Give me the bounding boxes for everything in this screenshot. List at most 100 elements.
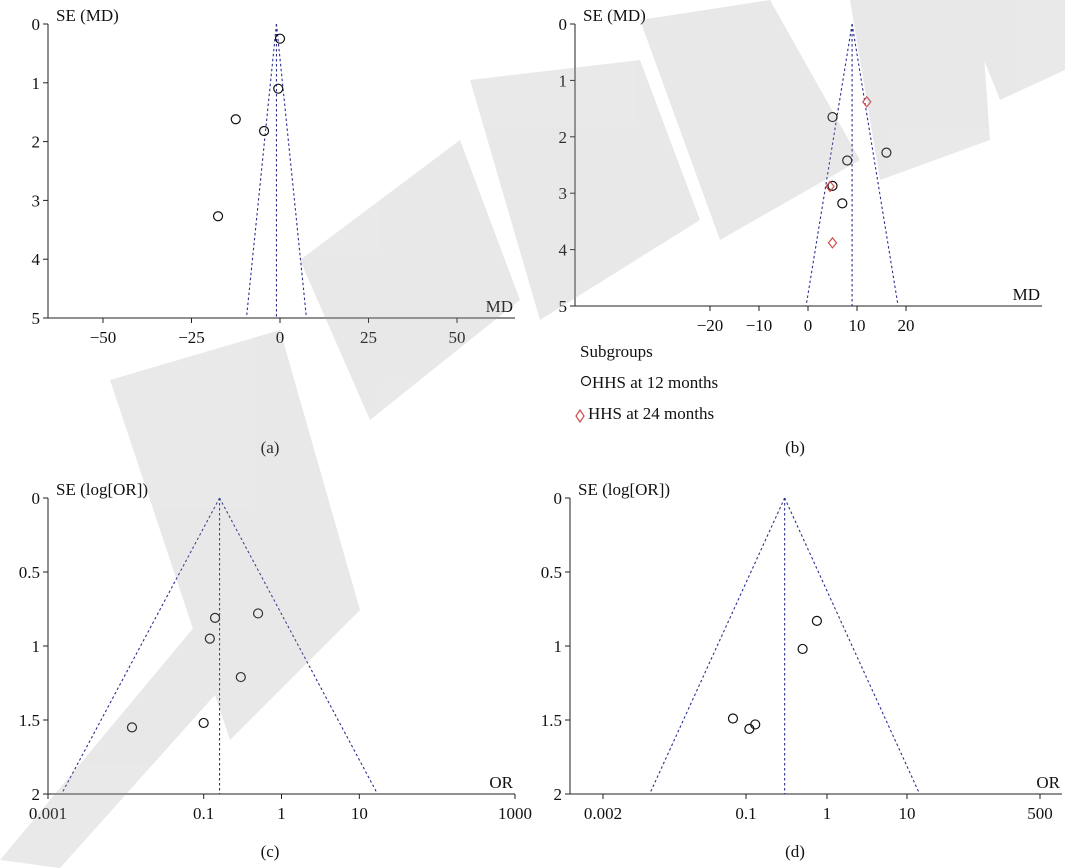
funnel-left-line [245, 23, 278, 319]
legend-label: HHS at 12 months [592, 373, 718, 392]
data-point [258, 125, 270, 137]
y-tick-label: 3 [559, 184, 568, 203]
data-point [862, 95, 872, 108]
y-tick-label: 5 [32, 309, 41, 328]
y-tick-label: 0 [559, 15, 568, 34]
y-tick-label: 4 [559, 241, 568, 260]
x-tick-label: 10 [351, 804, 368, 823]
funnel-left-line [649, 497, 786, 795]
funnel-right-line [784, 497, 921, 795]
x-tick-label: 0.002 [584, 804, 622, 823]
data-point [881, 147, 892, 158]
y-tick-label: 2 [559, 128, 568, 147]
data-point [727, 713, 739, 724]
panel-label: (a) [261, 438, 280, 457]
watermark-stroke-7 [960, 0, 1065, 100]
data-point [126, 722, 138, 733]
data-point [274, 33, 286, 44]
x-axis-title: MD [486, 297, 513, 316]
watermark-stroke-5 [640, 0, 860, 240]
data-point [198, 717, 209, 729]
y-tick-label: 2 [32, 133, 41, 152]
panel-c: 0 0.5 1 1.5 20.001 0.1 1 10 1000 SE (log[OR]) OR (c… [19, 480, 532, 861]
panel-label: (b) [785, 438, 805, 457]
y-tick-label: 1 [32, 637, 41, 656]
x-tick-label: −50 [90, 328, 117, 347]
watermark-stroke-1 [0, 560, 300, 868]
data-point [797, 643, 808, 655]
watermark-stroke-2 [110, 330, 360, 740]
y-tick-label: 1 [559, 71, 568, 90]
data-point [209, 612, 221, 623]
y-tick-label: 0 [32, 15, 41, 34]
y-tick-label: 3 [32, 191, 41, 210]
y-tick-label: 1.5 [19, 711, 40, 730]
panel-b: 0 1 2 3 4 5 −20 −10 0 10 20 SE (MD) MD Subgroups HHS a… [559, 6, 1042, 457]
data-point [842, 155, 853, 166]
y-tick-label: 2 [32, 785, 41, 804]
y-tick-label: 0 [32, 489, 41, 508]
x-tick-label: 10 [899, 804, 916, 823]
data-point [827, 236, 838, 249]
data-point [811, 615, 822, 626]
x-tick-label: 1 [277, 804, 286, 823]
data-point [235, 671, 246, 683]
data-point [230, 114, 241, 125]
data-point [212, 211, 224, 222]
x-tick-label: −20 [697, 316, 724, 335]
x-tick-label: 10 [849, 316, 866, 335]
x-tick-label: 50 [449, 328, 466, 347]
legend-label: HHS at 24 months [588, 404, 714, 423]
y-tick-label: 2 [554, 785, 563, 804]
data-point [750, 719, 761, 730]
x-tick-label: 0.1 [735, 804, 756, 823]
x-tick-label: −25 [178, 328, 205, 347]
x-tick-label: 1 [823, 804, 832, 823]
legend: Subgroups HHS at 12 months HHS at 24 month… [575, 342, 718, 424]
panel-label: (d) [785, 842, 805, 861]
x-tick-label: 0.001 [29, 804, 67, 823]
x-axis-title: MD [1013, 285, 1040, 304]
x-tick-label: 0.1 [193, 804, 214, 823]
y-tick-label: 0.5 [19, 563, 40, 582]
data-point [825, 180, 835, 193]
y-tick-label: 4 [32, 250, 41, 269]
plots-layer: 0 1 2 3 4 5 −50 −25 0 25 50 SE (MD) MD (a) 0 1 2 3 4 5 −20 −1… [19, 6, 1062, 861]
watermark-stroke-4 [470, 60, 700, 320]
funnel-right-line [219, 497, 379, 795]
data-point [827, 180, 838, 191]
y-axis-title: SE (MD) [583, 6, 646, 25]
y-axis-title: SE (MD) [56, 6, 119, 25]
panel-a: 0 1 2 3 4 5 −50 −25 0 25 50 SE (MD) MD (a) [32, 6, 515, 457]
x-tick-label: 25 [360, 328, 377, 347]
y-axis-title: SE (log[OR]) [56, 480, 148, 499]
y-axis-title: SE (log[OR]) [578, 480, 670, 499]
watermark-stroke-3 [300, 140, 520, 420]
legend-marker-diamond [575, 408, 585, 424]
y-tick-label: 5 [559, 297, 568, 316]
data-point [252, 608, 264, 619]
y-tick-label: 1 [554, 637, 563, 656]
funnel-right-line [275, 23, 308, 319]
y-tick-label: 0.5 [541, 563, 562, 582]
x-axis-title: OR [1036, 773, 1060, 792]
y-tick-label: 1.5 [541, 711, 562, 730]
panel-label: (c) [261, 842, 280, 861]
x-tick-label: 0 [804, 316, 813, 335]
data-point [827, 111, 838, 123]
x-axis-title: OR [489, 773, 513, 792]
legend-marker-circle [580, 375, 592, 387]
watermark-stroke-6 [850, 0, 990, 180]
x-tick-label: 20 [898, 316, 915, 335]
data-point [744, 723, 755, 734]
x-tick-label: −10 [746, 316, 773, 335]
x-tick-label: 0 [276, 328, 285, 347]
x-tick-label: 1000 [498, 804, 532, 823]
data-point [273, 83, 284, 94]
data-point [204, 633, 215, 644]
x-tick-label: 500 [1027, 804, 1053, 823]
y-tick-label: 1 [32, 74, 41, 93]
